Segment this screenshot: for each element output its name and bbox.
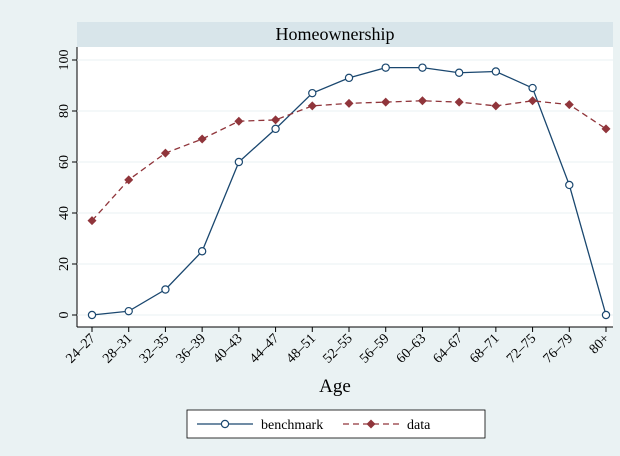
chart-title: Homeownership xyxy=(276,24,395,44)
y-tick-label: 80 xyxy=(57,104,72,118)
legend-label: data xyxy=(407,418,431,433)
point xyxy=(564,100,574,110)
point xyxy=(160,148,170,158)
point xyxy=(454,68,464,77)
y-tick-label: 20 xyxy=(57,257,72,271)
point xyxy=(344,73,354,83)
legend-label: benchmark xyxy=(261,418,323,433)
point xyxy=(271,124,280,134)
title-band xyxy=(77,22,613,47)
point xyxy=(601,310,611,320)
point xyxy=(381,63,390,72)
y-tick-label: 0 xyxy=(57,312,72,319)
point xyxy=(381,97,391,107)
point xyxy=(491,67,501,76)
point xyxy=(528,96,538,106)
point xyxy=(271,115,281,125)
point xyxy=(528,83,537,93)
point xyxy=(124,175,134,185)
point xyxy=(418,63,427,72)
point xyxy=(124,306,133,316)
point xyxy=(234,116,244,126)
point xyxy=(161,285,170,294)
y-tick-label: 100 xyxy=(57,50,72,71)
point xyxy=(565,180,574,190)
point xyxy=(344,98,354,108)
y-tick-label: 40 xyxy=(57,206,72,220)
point xyxy=(308,88,317,98)
point xyxy=(491,101,501,111)
point xyxy=(307,101,317,111)
x-axis-label: Age xyxy=(319,376,351,397)
point xyxy=(197,134,207,144)
point xyxy=(87,216,97,226)
plot-area xyxy=(77,47,613,327)
legend-marker xyxy=(220,419,230,429)
legend-marker xyxy=(366,419,376,429)
point xyxy=(197,247,207,256)
y-tick-label: 60 xyxy=(57,155,72,169)
point xyxy=(234,157,244,167)
point xyxy=(417,96,427,106)
point xyxy=(601,124,611,134)
point xyxy=(87,310,97,320)
point xyxy=(454,97,464,107)
